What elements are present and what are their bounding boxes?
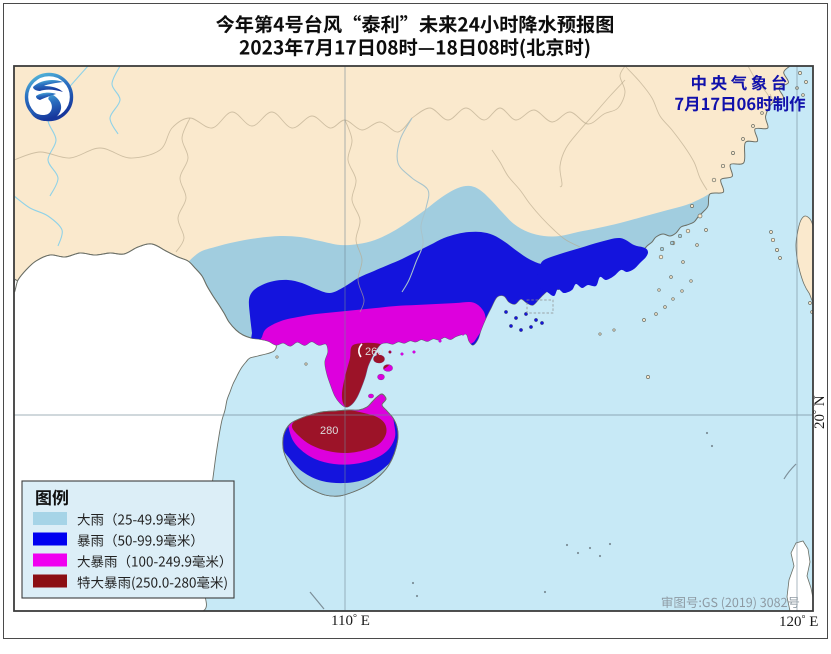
svg-text:110° E: 110° E <box>331 613 370 629</box>
svg-text:280: 280 <box>320 425 338 437</box>
svg-text:20° N: 20° N <box>812 395 828 429</box>
svg-text:120° E: 120° E <box>779 614 818 630</box>
svg-text:260: 260 <box>365 346 383 358</box>
